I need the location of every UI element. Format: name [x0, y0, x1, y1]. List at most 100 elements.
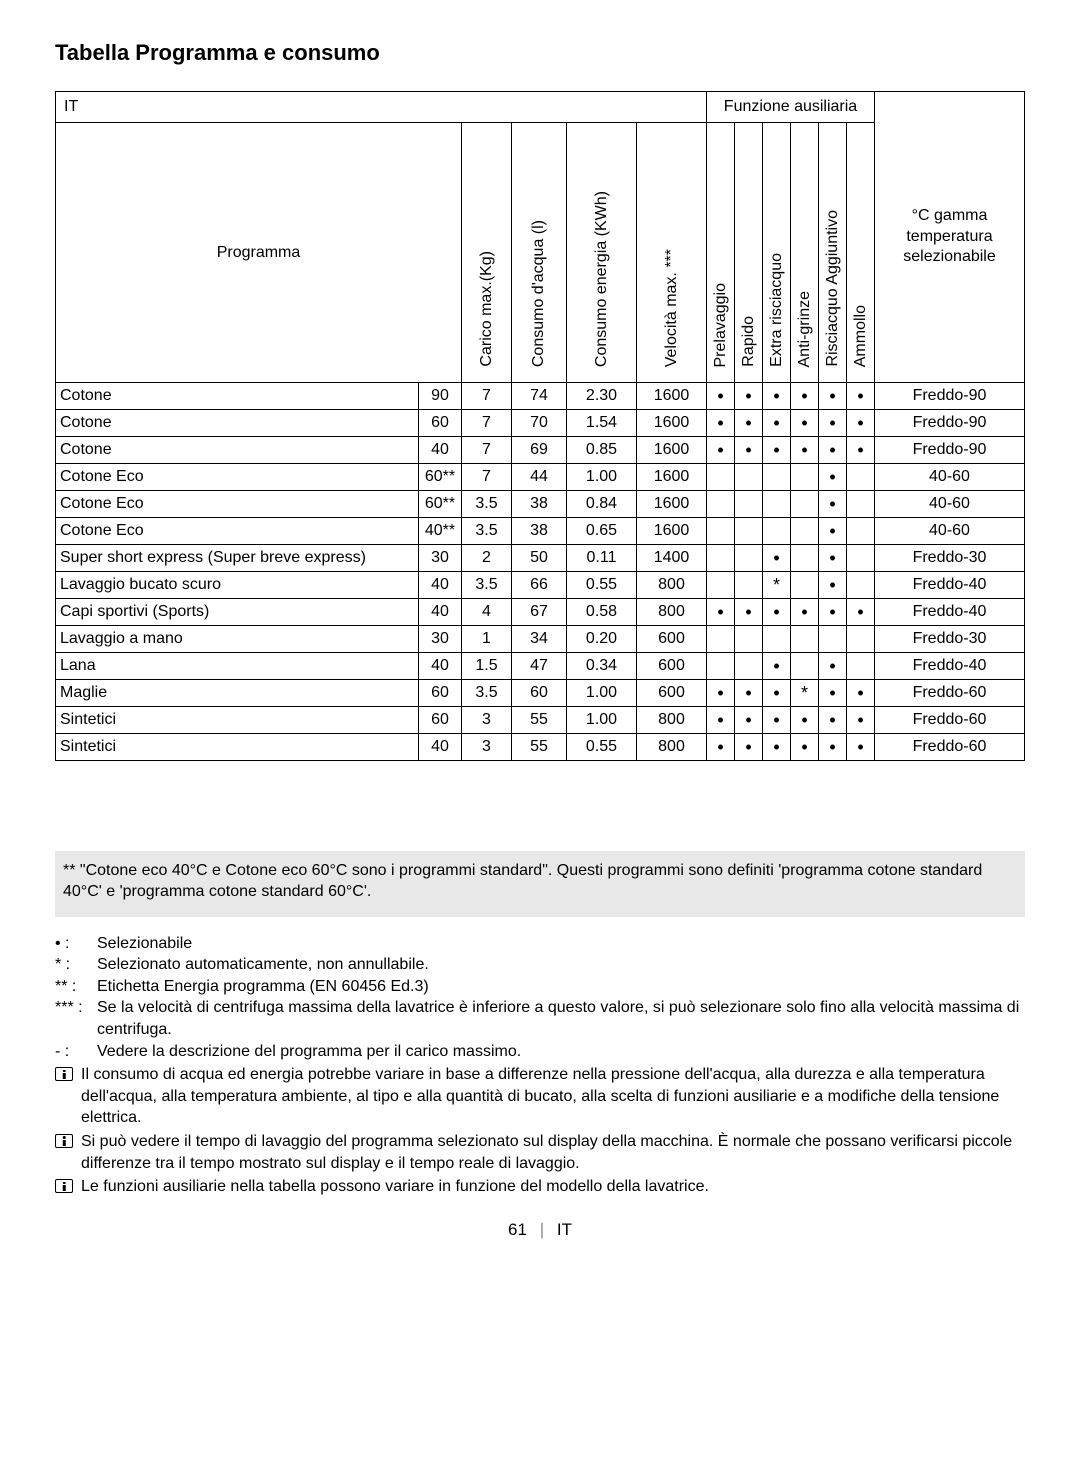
aux-cell — [707, 545, 735, 572]
aux-cell: • — [763, 680, 791, 707]
legend-text: Selezionato automaticamente, non annulla… — [97, 954, 429, 976]
cell: 0.55 — [567, 734, 637, 761]
cell: 40** — [418, 518, 461, 545]
cell: 7 — [462, 437, 512, 464]
aux-cell: • — [847, 680, 875, 707]
aux-cell — [763, 518, 791, 545]
aux-cell: • — [707, 410, 735, 437]
col-acqua: Consumo d'acqua (l) — [530, 214, 548, 373]
cell: 7 — [462, 383, 512, 410]
aux-cell: • — [819, 383, 847, 410]
cell: 3.5 — [462, 491, 512, 518]
col-antigrinze: Anti-grinze — [796, 285, 814, 373]
cell: Capi sportivi (Sports) — [56, 599, 419, 626]
aux-cell: • — [791, 437, 819, 464]
aux-cell — [791, 626, 819, 653]
cell: 2.30 — [567, 383, 637, 410]
table-row: Cotone407690.851600••••••Freddo-90 — [56, 437, 1025, 464]
cell: 40 — [418, 572, 461, 599]
aux-cell — [707, 464, 735, 491]
cell: 7 — [462, 410, 512, 437]
cell: 30 — [418, 545, 461, 572]
aux-cell: • — [735, 599, 763, 626]
aux-cell: • — [847, 707, 875, 734]
info-note: Si può vedere il tempo di lavaggio del p… — [55, 1131, 1025, 1174]
aux-cell — [707, 518, 735, 545]
cell: 40 — [418, 437, 461, 464]
aux-cell: • — [763, 410, 791, 437]
table-row: Cotone607701.541600••••••Freddo-90 — [56, 410, 1025, 437]
page-number: 61 — [508, 1220, 527, 1239]
table-row: Super short express (Super breve express… — [56, 545, 1025, 572]
aux-cell: • — [763, 707, 791, 734]
aux-cell: • — [707, 734, 735, 761]
aux-cell: • — [819, 599, 847, 626]
aux-cell — [735, 572, 763, 599]
program-table: IT Funzione ausiliaria °C gamma temperat… — [55, 91, 1025, 761]
legend-row: *** :Se la velocità di centrifuga massim… — [55, 997, 1025, 1040]
aux-cell: • — [735, 707, 763, 734]
cell: 1600 — [637, 383, 707, 410]
legend-row: ** :Etichetta Energia programma (EN 6045… — [55, 976, 1025, 998]
table-row: Cotone Eco40**3.5380.651600•40-60 — [56, 518, 1025, 545]
cell: 3 — [462, 734, 512, 761]
temp-cell: 40-60 — [875, 491, 1025, 518]
legend-symbol: * : — [55, 954, 97, 976]
table-corner-label: IT — [56, 92, 707, 123]
aux-cell: • — [819, 410, 847, 437]
aux-cell — [791, 572, 819, 599]
cell: 3.5 — [462, 680, 512, 707]
cell: 1600 — [637, 491, 707, 518]
cell: 4 — [462, 599, 512, 626]
aux-cell — [791, 491, 819, 518]
footer-separator: | — [540, 1220, 544, 1239]
aux-cell — [707, 491, 735, 518]
aux-cell: • — [735, 410, 763, 437]
aux-cell — [735, 626, 763, 653]
cell: Maglie — [56, 680, 419, 707]
temp-cell: Freddo-40 — [875, 572, 1025, 599]
legend-symbol: *** : — [55, 997, 97, 1019]
cell: 66 — [512, 572, 567, 599]
aux-cell: • — [847, 383, 875, 410]
cell: 0.11 — [567, 545, 637, 572]
aux-cell: • — [847, 410, 875, 437]
info-text: Si può vedere il tempo di lavaggio del p… — [81, 1131, 1025, 1174]
cell: 50 — [512, 545, 567, 572]
cell: 800 — [637, 599, 707, 626]
legend-text: Selezionabile — [97, 933, 192, 955]
info-note: Le funzioni ausiliarie nella tabella pos… — [55, 1176, 1025, 1198]
aux-cell: • — [819, 572, 847, 599]
aux-cell: * — [763, 572, 791, 599]
aux-cell — [847, 653, 875, 680]
aux-cell — [707, 653, 735, 680]
col-ammollo: Ammollo — [852, 299, 870, 373]
standard-note: ** "Cotone eco 40°C e Cotone eco 60°C so… — [55, 851, 1025, 917]
legend-symbol: ** : — [55, 976, 97, 998]
temp-cell: Freddo-60 — [875, 707, 1025, 734]
aux-cell: • — [847, 437, 875, 464]
aux-cell: • — [735, 734, 763, 761]
temp-cell: Freddo-30 — [875, 626, 1025, 653]
aux-cell — [819, 626, 847, 653]
cell: 0.20 — [567, 626, 637, 653]
table-row: Cotone Eco60**7441.001600•40-60 — [56, 464, 1025, 491]
cell: 0.85 — [567, 437, 637, 464]
cell: 1 — [462, 626, 512, 653]
aux-cell: • — [735, 437, 763, 464]
cell: 90 — [418, 383, 461, 410]
aux-cell — [847, 572, 875, 599]
table-row: Lavaggio a mano301340.20600Freddo-30 — [56, 626, 1025, 653]
aux-cell: • — [763, 734, 791, 761]
aux-cell: • — [819, 680, 847, 707]
cell: 1600 — [637, 518, 707, 545]
aux-cell — [707, 626, 735, 653]
legend-text: Se la velocità di centrifuga massima del… — [97, 997, 1025, 1040]
col-rapido: Rapido — [740, 310, 758, 373]
cell: 3 — [462, 707, 512, 734]
table-row: Sintetici603551.00800••••••Freddo-60 — [56, 707, 1025, 734]
info-icon — [55, 1179, 73, 1193]
cell: Lavaggio a mano — [56, 626, 419, 653]
temp-cell: Freddo-30 — [875, 545, 1025, 572]
cell: 1600 — [637, 464, 707, 491]
